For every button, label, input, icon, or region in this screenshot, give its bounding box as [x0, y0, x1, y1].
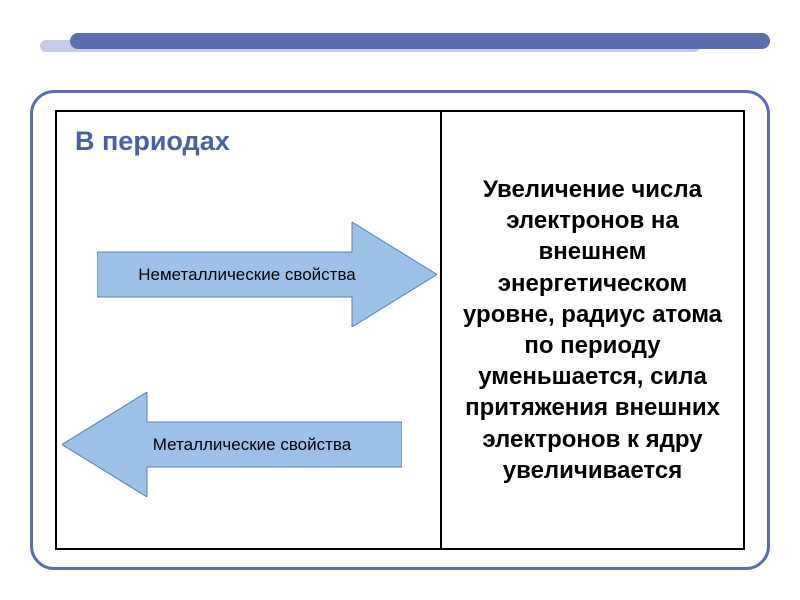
- right-column: Увеличение числа электронов на внешнем э…: [442, 112, 743, 548]
- main-table: В периодах Неметаллические свойства Мета…: [55, 110, 745, 550]
- decor-bar-front: [70, 33, 770, 49]
- arrow-metallic: Металлические свойства: [62, 392, 402, 497]
- arrow-right-icon: [97, 222, 437, 327]
- periods-title: В периодах: [57, 112, 440, 165]
- arrow-left-icon: [62, 392, 402, 497]
- right-column-text: Увеличение числа электронов на внешнем э…: [456, 174, 729, 486]
- left-column: В периодах Неметаллические свойства Мета…: [57, 112, 442, 548]
- arrow-nonmetallic: Неметаллические свойства: [97, 222, 437, 327]
